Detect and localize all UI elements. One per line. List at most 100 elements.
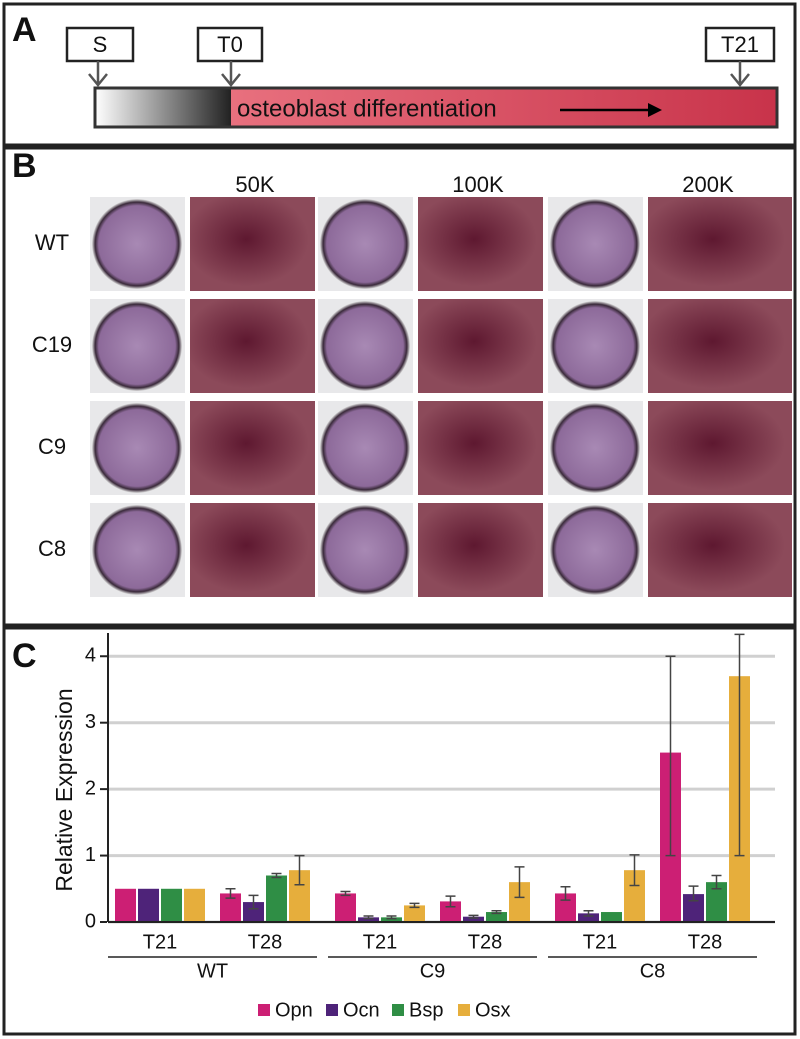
bar [184,888,205,922]
legend-label: Opn [275,999,313,1021]
well [320,403,410,493]
well [92,199,182,289]
y-tick-label: 4 [85,645,96,667]
timeline-frame [93,86,779,129]
bar [289,870,310,922]
panel-label: C [12,637,37,675]
well [320,199,410,289]
row-label: C9 [38,434,66,459]
error-bar [688,885,699,902]
y-tick-label: 1 [85,844,96,866]
bar [266,875,287,922]
error-bar [491,909,502,915]
column-label: 100K [452,172,504,197]
column-label: 50K [235,172,274,197]
legend-swatch [392,1004,404,1016]
x-tick-label: T28 [688,931,722,953]
error-bar [468,914,479,919]
well [92,301,182,391]
stain-photo [648,401,792,495]
column-label: 200K [682,172,734,197]
error-bar [711,874,722,890]
error-bar [514,866,525,899]
stain-photo [648,197,792,291]
marker-arrow-head [221,73,241,87]
marker-label: S [93,32,108,57]
well [550,301,640,391]
legend-label: Bsp [409,999,443,1021]
error-bar [629,854,640,887]
bar [555,893,576,922]
bar [381,917,402,922]
legend-swatch [258,1004,270,1016]
well [550,403,640,493]
bar [578,913,599,922]
well [550,199,640,289]
bar [243,902,264,922]
stain-photo [190,503,315,597]
well [92,403,182,493]
y-axis-label: Relative Expression [51,688,77,891]
error-bar [248,894,259,910]
x-tick-label: T21 [583,931,617,953]
row-label: C8 [38,536,66,561]
error-bar [445,895,456,908]
stain-photo [190,197,315,291]
group-label: C9 [420,960,446,982]
y-tick-label: 2 [85,777,96,799]
stain-photo [648,503,792,597]
stain-photo [190,299,315,393]
error-bar [583,909,594,917]
bar [624,870,645,922]
error-bar [560,886,571,901]
legend-label: Ocn [343,999,380,1021]
x-tick-label: T28 [468,931,502,953]
error-bar [386,915,397,920]
error-bar [225,888,236,899]
bar [161,888,182,922]
marker-label: T21 [721,32,759,57]
error-bar [409,902,420,909]
bar [220,893,241,922]
panel-frame [2,626,797,1036]
bar [683,894,704,922]
error-bar [271,872,282,879]
stain-photo [418,299,543,393]
error-bar [734,633,745,857]
legend-swatch [458,1004,470,1016]
timeline-diff [231,88,777,127]
stain-photo [648,299,792,393]
error-bar [294,854,305,886]
well [320,505,410,595]
bar [335,893,356,922]
legend-label: Osx [475,999,511,1021]
stain-photo [418,503,543,597]
marker-box [65,26,135,63]
timeline-text: osteoblast differentiation [237,95,497,122]
group-label: WT [197,960,228,982]
panel-label: A [12,11,37,49]
marker-label: T0 [217,32,243,57]
bar [358,917,379,922]
well [320,301,410,391]
y-tick-label: 0 [85,910,96,932]
bar [463,916,484,922]
y-tick-label: 3 [85,711,96,733]
well [92,505,182,595]
legend-swatch [326,1004,338,1016]
panel-frame [2,146,797,627]
error-bar [340,890,351,897]
arrow-head [648,103,662,117]
timeline-pre [95,88,231,127]
bar [509,882,530,922]
bar [486,912,507,922]
x-tick-label: T21 [363,931,397,953]
marker-arrow-head [730,73,750,87]
bar [404,905,425,922]
x-tick-label: T21 [143,931,177,953]
error-bar [665,655,676,857]
bar [440,901,461,922]
well [550,505,640,595]
row-label: WT [35,230,69,255]
